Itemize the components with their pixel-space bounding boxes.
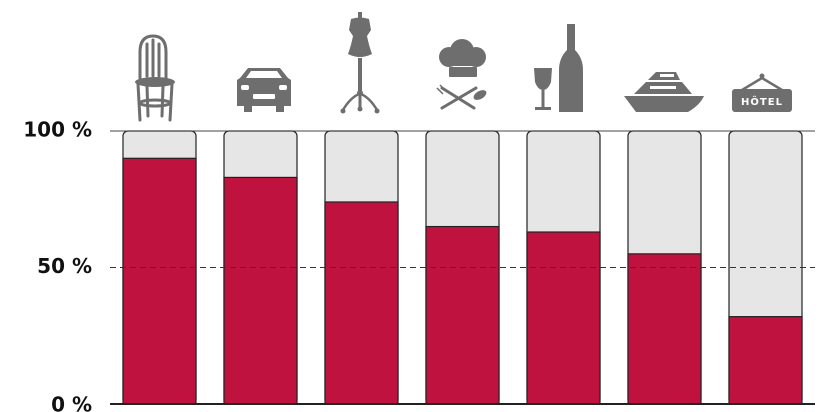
y-tick-label: 100 % — [23, 118, 92, 142]
hotel-sign-text: HÔTEL — [741, 95, 783, 108]
chef-hat-cutlery-icon — [436, 39, 487, 110]
bar-value-fashion — [324, 201, 399, 405]
car-icon — [237, 68, 291, 112]
bar-value-wine — [526, 231, 601, 405]
bar-value-yacht — [627, 253, 702, 405]
yacht-icon — [624, 72, 704, 112]
bar-value-chair — [122, 157, 197, 405]
bar-value-hotel — [728, 316, 803, 405]
y-axis-tick-labels: 100 % 50 % 0 % — [23, 118, 815, 412]
category-icons: HÔTEL — [135, 12, 792, 122]
chair-icon — [135, 34, 175, 122]
y-tick-label: 50 % — [37, 254, 92, 278]
bar-fashion — [324, 130, 399, 405]
bar-value-car — [223, 176, 298, 405]
hotel-sign-icon: HÔTEL — [732, 73, 792, 112]
y-tick-label: 0 % — [51, 393, 92, 412]
dress-form-icon — [340, 12, 380, 114]
bar-value-restaurant — [425, 225, 500, 405]
wine-bottle-glass-icon — [534, 24, 583, 112]
